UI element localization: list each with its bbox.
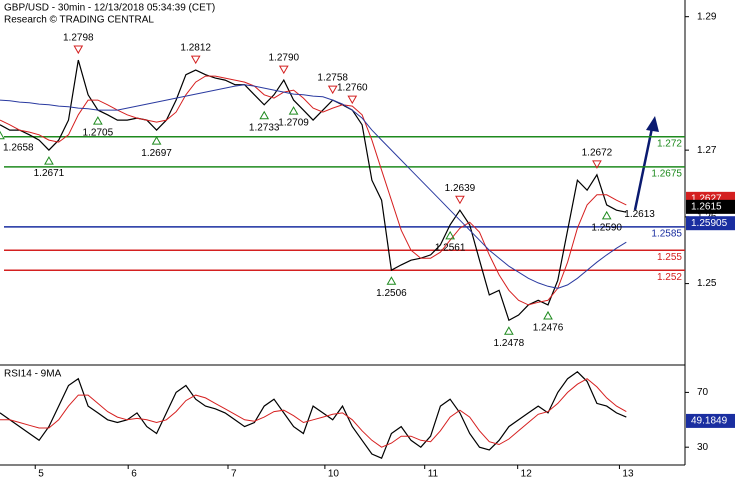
low-marker — [445, 230, 456, 240]
y-tick-label: 70 — [697, 387, 709, 398]
annotation-label: 1.2697 — [141, 148, 172, 159]
annotation-label: 1.2733 — [249, 122, 280, 133]
low-marker — [601, 210, 612, 220]
annotation-label: 1.2506 — [376, 288, 407, 299]
arrow-head — [646, 116, 659, 132]
annotation-label: 1.2672 — [582, 147, 613, 158]
arrow-shaft — [633, 127, 654, 211]
high-marker — [455, 195, 465, 205]
y-tick-label: 30 — [697, 442, 709, 453]
level-label: 1.272 — [657, 138, 682, 149]
chart-subtitle: Research © TRADING CENTRAL — [4, 15, 154, 26]
high-marker — [592, 160, 602, 169]
low-marker — [543, 310, 553, 320]
annotation-label: 1.2639 — [445, 183, 476, 194]
low-marker — [259, 110, 270, 120]
high-marker — [190, 55, 201, 65]
high-marker — [347, 95, 358, 105]
high-marker — [73, 45, 84, 55]
level-label: 1.2675 — [651, 168, 682, 179]
annotation-label: 1.2613 — [624, 209, 655, 220]
high-marker — [278, 65, 289, 75]
series-line — [0, 371, 627, 459]
chart-title: GBP/USD - 30min - 12/13/2018 05:34:39 (C… — [4, 3, 215, 14]
y-tick-label: 1.25 — [697, 278, 717, 289]
low-marker — [151, 136, 162, 145]
annotation-label: 1.2705 — [83, 128, 114, 139]
level-label: 1.2585 — [651, 229, 682, 240]
series-line — [0, 378, 627, 448]
annotation-label: 1.2758 — [317, 73, 348, 84]
low-marker — [0, 130, 5, 140]
y-tick-label: 1.27 — [697, 145, 717, 156]
level-label: 1.252 — [657, 272, 682, 283]
series-line — [0, 59, 627, 322]
x-tick-label: 7 — [231, 469, 237, 480]
annotation-label: 1.2478 — [494, 338, 525, 349]
annotation-label: 1.2658 — [3, 142, 34, 153]
value-box — [686, 199, 735, 214]
low-marker — [386, 276, 397, 285]
low-marker — [503, 326, 514, 335]
forecast-arrow — [633, 116, 659, 211]
annotation-label: 1.2798 — [63, 33, 94, 44]
x-tick-label: 12 — [521, 469, 533, 480]
value-box — [686, 216, 735, 231]
value-box-label: 49.1849 — [691, 416, 728, 427]
x-tick-label: 11 — [428, 469, 439, 480]
series-line — [0, 75, 627, 306]
level-label: 1.255 — [657, 252, 682, 263]
low-marker — [44, 156, 54, 165]
x-tick-label: 13 — [622, 469, 634, 480]
low-marker — [92, 116, 103, 125]
x-tick-label: 6 — [131, 469, 137, 480]
annotation-label: 1.2760 — [337, 83, 368, 94]
value-box-label: 1.2615 — [691, 201, 722, 212]
x-tick-label: 10 — [328, 469, 340, 480]
value-box-label: 1.25905 — [691, 218, 728, 229]
annotation-label: 1.2561 — [435, 243, 466, 254]
y-tick-label: 1.29 — [697, 11, 717, 22]
annotation-label: 1.2476 — [533, 323, 564, 334]
low-marker — [288, 106, 299, 115]
rsi-title: RSI14 - 9MA — [4, 369, 62, 380]
annotation-label: 1.2590 — [591, 222, 622, 233]
high-marker — [327, 85, 338, 95]
annotation-label: 1.2709 — [278, 118, 309, 129]
annotation-label: 1.2671 — [34, 168, 65, 179]
annotation-label: 1.2790 — [268, 53, 299, 64]
value-box — [686, 413, 735, 428]
value-box-label: 1.2627 — [691, 193, 722, 204]
annotation-label: 1.2812 — [180, 43, 211, 54]
x-tick-label: 5 — [38, 469, 44, 480]
series-line — [0, 84, 627, 289]
